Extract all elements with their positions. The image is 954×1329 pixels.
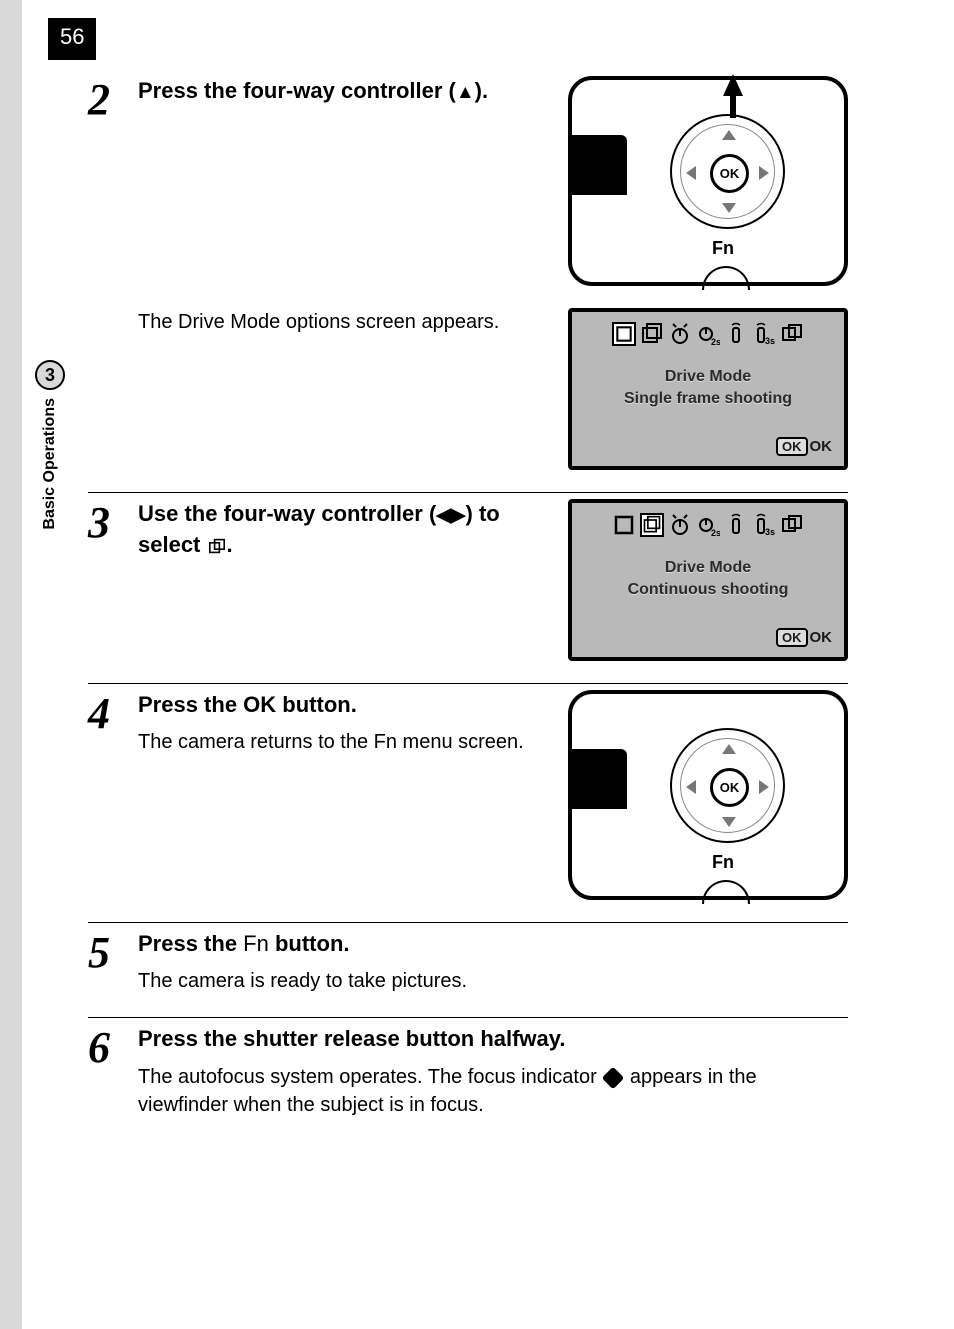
svg-text:2s: 2s xyxy=(711,528,720,537)
step-2: 2 Press the four-way controller (▲). OK xyxy=(88,70,848,470)
title-text: button. xyxy=(269,931,350,956)
step-number: 5 xyxy=(88,929,138,996)
step-5: 5 Press the Fn button. The camera is rea… xyxy=(88,922,848,996)
content: 2 Press the four-way controller (▲). OK xyxy=(88,70,848,1119)
step-6: 6 Press the shutter release button halfw… xyxy=(88,1017,848,1119)
page-number: 56 xyxy=(48,18,96,60)
ok-box-icon: OK xyxy=(776,437,808,456)
down-arrow-icon xyxy=(722,817,736,827)
lcd-line2: Single frame shooting xyxy=(584,388,832,410)
remote-3s-icon: 3s xyxy=(752,513,776,537)
step-title: Use the four-way controller (◀▶) to sele… xyxy=(138,499,548,561)
ok-label: OK xyxy=(810,438,833,455)
self-timer-icon xyxy=(668,513,692,537)
step-number: 6 xyxy=(88,1024,138,1119)
self-timer-2s-icon: 2s xyxy=(696,513,720,537)
lcd-ok-hint: OKOK xyxy=(584,628,832,647)
continuous-inline-icon xyxy=(207,538,227,554)
fn-glyph: Fn xyxy=(243,931,269,956)
self-timer-2s-icon: 2s xyxy=(696,322,720,346)
step-4: 4 Press the OK button. The camera return… xyxy=(88,683,848,900)
title-text: ). xyxy=(475,78,488,103)
ok-button-icon: OK xyxy=(710,154,749,193)
step-number: 2 xyxy=(88,76,138,470)
chapter-number: 3 xyxy=(35,360,65,390)
step-subtext: The camera returns to the Fn menu screen… xyxy=(138,728,548,756)
camera-body-icon xyxy=(572,749,627,809)
fn-button-icon xyxy=(702,880,750,904)
bracket-icon xyxy=(780,513,804,537)
lcd-line1: Drive Mode xyxy=(584,557,832,579)
left-right-glyph: ◀▶ xyxy=(436,505,465,526)
step-3: 3 Use the four-way controller (◀▶) to se… xyxy=(88,492,848,661)
lcd-ok-hint: OKOK xyxy=(584,437,832,456)
fn-label: Fn xyxy=(712,238,734,259)
chapter-tab: 3 Basic Operations xyxy=(28,360,72,530)
remote-3s-icon: 3s xyxy=(752,322,776,346)
drive-mode-icons: 2s 3s xyxy=(584,322,832,346)
continuous-icon xyxy=(640,322,664,346)
bracket-icon xyxy=(780,322,804,346)
title-text: . xyxy=(227,532,233,557)
step-title: Press the four-way controller (▲). xyxy=(138,76,548,107)
down-arrow-icon xyxy=(722,203,736,213)
step-subtext: The camera is ready to take pictures. xyxy=(138,967,848,995)
svg-text:3s: 3s xyxy=(765,527,775,537)
lcd-screen: 2s 3s Drive Mode Continuous shooting OKO… xyxy=(568,499,848,661)
press-up-arrow-icon xyxy=(723,74,743,96)
step-title: Press the shutter release button halfway… xyxy=(138,1024,848,1055)
remote-icon xyxy=(724,322,748,346)
side-strip xyxy=(0,0,22,1329)
svg-text:3s: 3s xyxy=(765,336,775,346)
lcd-screen: 2s 3s Drive Mode Single frame shooting O… xyxy=(568,308,848,470)
up-arrow-glyph: ▲ xyxy=(456,82,475,103)
title-text: Press the four-way controller ( xyxy=(138,78,456,103)
drive-mode-icons: 2s 3s xyxy=(584,513,832,537)
up-arrow-icon xyxy=(722,744,736,754)
continuous-icon xyxy=(640,513,664,537)
chapter-title: Basic Operations xyxy=(41,398,59,530)
camera-body-icon xyxy=(572,135,627,195)
single-frame-icon xyxy=(612,513,636,537)
title-text: Press the xyxy=(138,692,243,717)
fn-label: Fn xyxy=(712,852,734,873)
fn-button-icon xyxy=(702,266,750,290)
step-title: Press the Fn button. xyxy=(138,929,848,960)
camera-diagram: OK Fn xyxy=(568,690,848,900)
focus-indicator-icon xyxy=(602,1067,625,1090)
step-subtext: The autofocus system operates. The focus… xyxy=(138,1063,848,1119)
ok-glyph: OK xyxy=(243,692,276,717)
step-number: 3 xyxy=(88,499,138,661)
single-frame-icon xyxy=(612,322,636,346)
ok-button-icon: OK xyxy=(710,768,749,807)
lcd-line1: Drive Mode xyxy=(584,366,832,388)
step-subtext: The Drive Mode options screen appears. xyxy=(138,308,548,336)
left-arrow-icon xyxy=(686,166,696,180)
ok-box-icon: OK xyxy=(776,628,808,647)
left-arrow-icon xyxy=(686,780,696,794)
title-text: button. xyxy=(276,692,357,717)
title-text: Press the shutter release button halfway… xyxy=(138,1026,566,1051)
remote-icon xyxy=(724,513,748,537)
four-way-controller-icon: OK xyxy=(670,728,785,843)
ok-label: OK xyxy=(810,629,833,646)
title-text: Press the xyxy=(138,931,243,956)
four-way-controller-icon: OK xyxy=(670,114,785,229)
step-title: Press the OK button. xyxy=(138,690,548,721)
right-arrow-icon xyxy=(759,166,769,180)
camera-diagram: OK Fn xyxy=(568,76,848,286)
self-timer-icon xyxy=(668,322,692,346)
title-text: Use the four-way controller ( xyxy=(138,501,436,526)
right-arrow-icon xyxy=(759,780,769,794)
svg-text:2s: 2s xyxy=(711,337,720,346)
up-arrow-icon xyxy=(722,130,736,140)
lcd-line2: Continuous shooting xyxy=(584,579,832,601)
step-number: 4 xyxy=(88,690,138,900)
